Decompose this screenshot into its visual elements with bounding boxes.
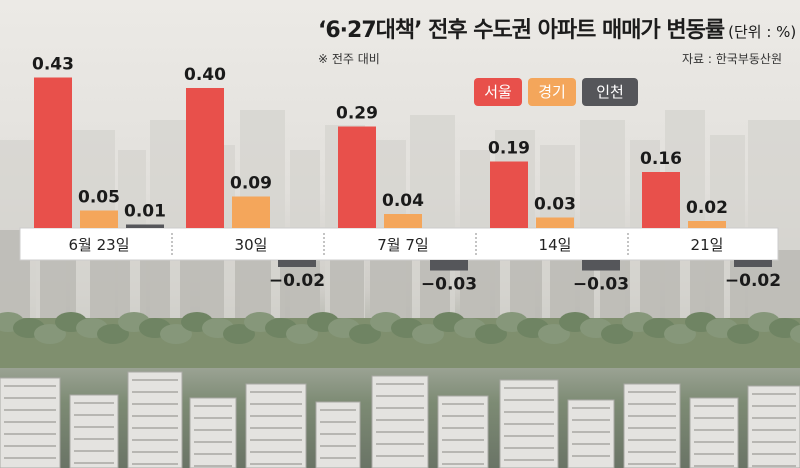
foreground-building <box>0 377 61 468</box>
background-tree <box>160 324 192 344</box>
category-label: 7월 7일 <box>377 236 428 254</box>
bar-incheon <box>126 224 164 228</box>
bar-seoul <box>34 77 72 228</box>
bar-seoul <box>338 126 376 228</box>
data-label: 0.04 <box>382 191 424 211</box>
foreground-building <box>245 383 307 468</box>
data-label: 0.40 <box>184 65 226 85</box>
bar-seoul <box>186 88 224 228</box>
bar-gyeonggi <box>232 196 270 228</box>
foreground-building <box>69 394 119 468</box>
category-label: 14일 <box>539 236 572 254</box>
bar-seoul <box>642 172 680 228</box>
bar-gyeonggi <box>688 221 726 228</box>
background-tree <box>286 324 318 344</box>
category-label: 21일 <box>691 236 724 254</box>
foreground-building <box>127 371 183 468</box>
unit-label: (단위 : %) <box>728 23 797 41</box>
bar-incheon <box>278 260 316 267</box>
note-label: ※ 전주 대비 <box>318 52 380 66</box>
data-label: 0.43 <box>32 55 74 75</box>
foreground-building <box>315 401 361 468</box>
background-tree <box>664 324 696 344</box>
data-label: 0.09 <box>230 174 272 194</box>
data-label: 0.02 <box>686 198 728 218</box>
background-tree <box>538 324 570 344</box>
foreground-building <box>189 397 237 468</box>
background-tree <box>412 324 444 344</box>
category-label: 6월 23일 <box>69 236 130 254</box>
background-tree <box>475 324 507 344</box>
bar-seoul <box>490 161 528 228</box>
data-label: 0.05 <box>78 188 120 208</box>
bar-incheon <box>430 260 468 271</box>
bar-incheon <box>582 260 620 271</box>
category-label: 30일 <box>235 236 268 254</box>
bar-incheon <box>734 260 772 267</box>
data-label: −0.03 <box>573 275 629 295</box>
chart-title: ‘6·27대책’ 전후 수도권 아파트 매매가 변동률 (단위 : %) <box>318 12 796 44</box>
data-label: 0.01 <box>124 202 166 222</box>
background-tree <box>790 324 800 344</box>
data-label: 0.19 <box>488 139 530 159</box>
foreground-building <box>747 385 800 468</box>
background-tree <box>601 324 633 344</box>
legend-item-seoul: 서울 <box>474 78 522 106</box>
data-label: 0.03 <box>534 195 576 215</box>
data-label: 0.16 <box>640 149 682 169</box>
background-tree <box>727 324 759 344</box>
foreground-building <box>623 383 681 468</box>
background-tree <box>223 324 255 344</box>
foreground-building <box>689 397 739 468</box>
background-tree <box>349 324 381 344</box>
bar-gyeonggi <box>384 214 422 228</box>
data-label: −0.02 <box>725 271 781 291</box>
background-tree <box>34 324 66 344</box>
data-label: −0.02 <box>269 271 325 291</box>
chart-title-text: ‘6·27대책’ 전후 수도권 아파트 매매가 변동률 <box>318 18 725 43</box>
bar-gyeonggi <box>536 217 574 228</box>
foreground-building <box>437 395 489 468</box>
foreground-building <box>567 399 615 468</box>
source-label: 자료 : 한국부동산원 <box>682 52 782 66</box>
legend-item-incheon: 인천 <box>582 78 638 106</box>
foreground-building <box>371 375 429 468</box>
bar-gyeonggi <box>80 210 118 228</box>
data-label: 0.29 <box>336 104 378 124</box>
background-tree <box>97 324 129 344</box>
legend-item-gyeonggi: 경기 <box>528 78 576 106</box>
data-label: −0.03 <box>421 275 477 295</box>
